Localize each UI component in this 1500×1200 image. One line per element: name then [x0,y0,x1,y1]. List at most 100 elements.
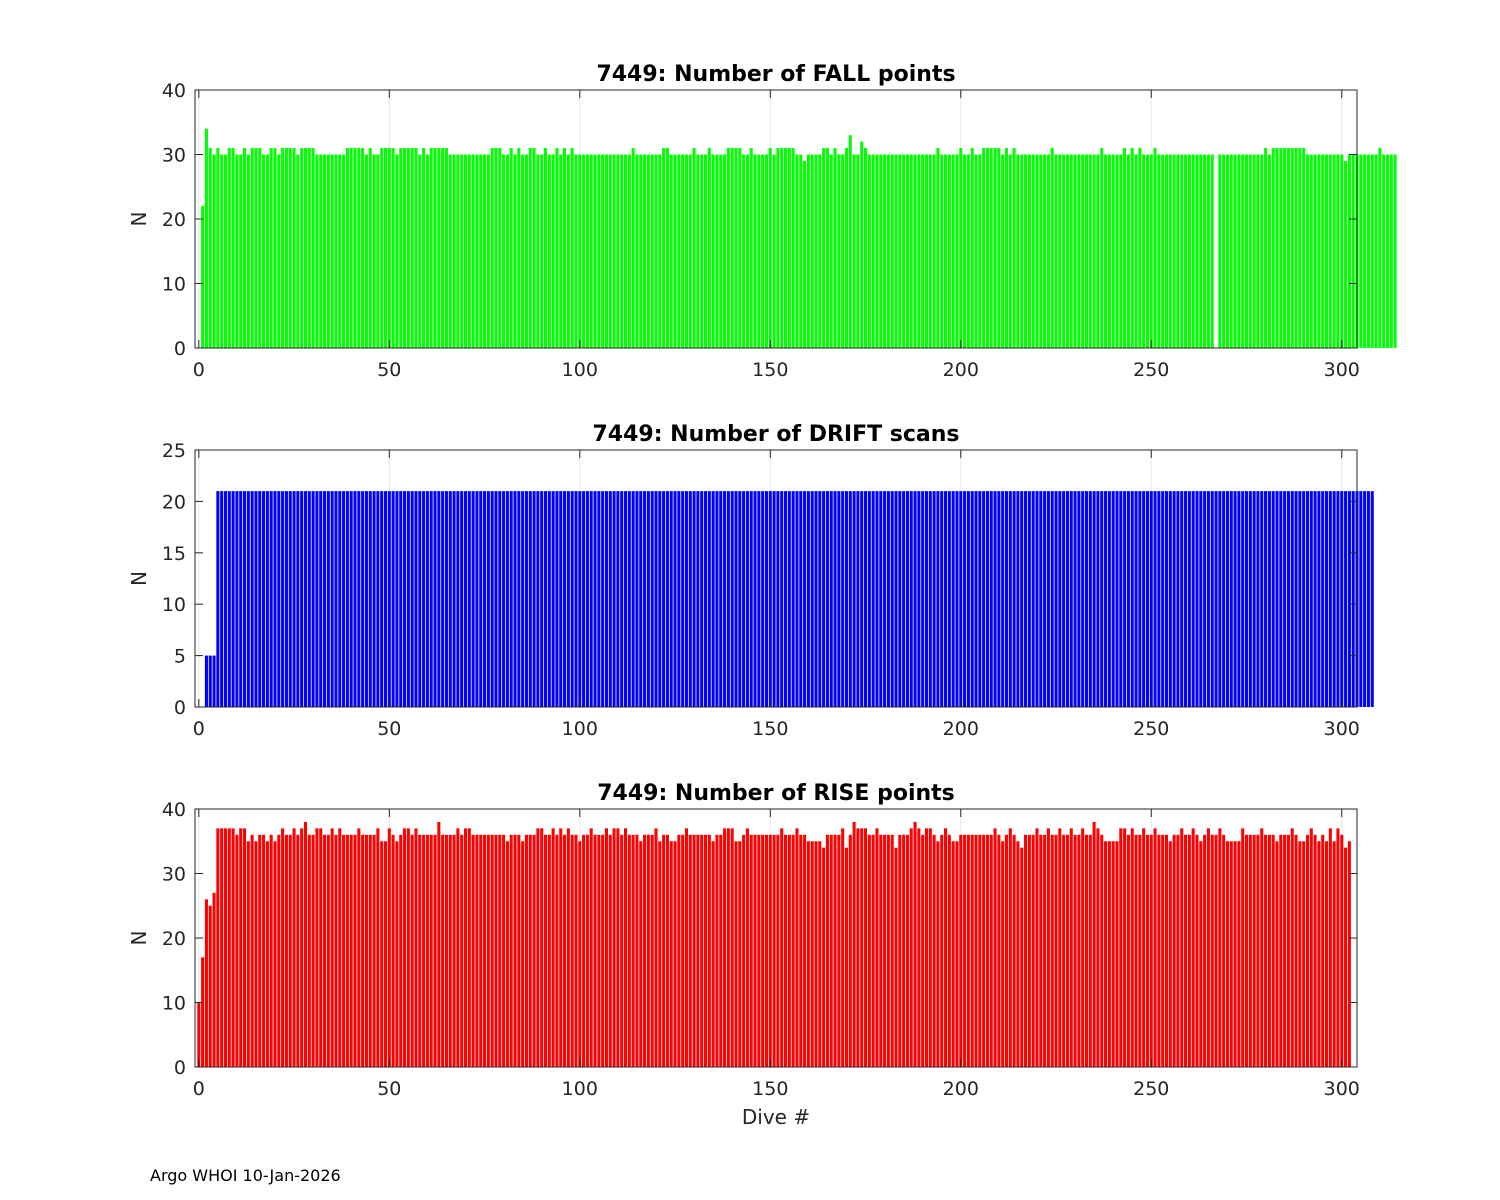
bar [936,148,940,348]
bar [1084,834,1089,1067]
bar [1024,154,1028,348]
bar [684,154,688,348]
bar [1119,491,1123,707]
bar [1031,834,1035,1067]
bar [1104,491,1108,707]
bar [547,834,551,1067]
bar [1332,841,1336,1067]
bar [944,154,948,348]
bar [1233,154,1237,348]
bar [391,834,395,1067]
bar [254,491,258,707]
bar [1184,154,1188,348]
bar [1012,148,1016,348]
bar [1145,154,1149,348]
bar [528,491,532,707]
bar [1123,148,1127,348]
bar [993,828,997,1067]
bar [296,834,300,1067]
bar [955,154,959,348]
bar [330,828,334,1067]
bar [1180,154,1184,348]
bar [993,491,997,707]
bar [410,834,414,1067]
bar [239,154,243,348]
bar [601,834,605,1067]
bar [296,491,300,707]
bar [574,154,578,348]
bar [361,834,365,1067]
bar [1168,841,1172,1067]
bar [1248,834,1252,1067]
bar [650,834,654,1067]
bar [536,491,540,707]
bar [818,841,822,1067]
bar [269,834,273,1067]
bar-series [201,128,1397,348]
bar [631,834,635,1067]
bar [1126,491,1130,707]
bar [791,834,795,1067]
bar [498,148,502,348]
bar [1286,491,1290,707]
bar [399,491,403,707]
bar [997,834,1001,1067]
bar [654,154,658,348]
bar [524,491,528,707]
bar [982,148,986,348]
bar [1050,491,1054,707]
bar [368,834,372,1067]
bar [1161,154,1165,348]
bar [825,834,829,1067]
bar [250,491,254,707]
bar [1325,491,1329,707]
bar [1210,154,1214,348]
bar [1119,828,1123,1067]
x-tick-label: 300 [1324,718,1360,740]
bar [1073,834,1077,1067]
bar [262,834,266,1067]
bar [486,154,490,348]
bar [460,834,464,1067]
bar [715,491,719,707]
bar [822,847,826,1067]
bar [1027,154,1031,348]
bar [810,154,814,348]
bar [208,655,212,707]
bar [570,834,574,1067]
bar [1195,491,1199,707]
y-tick-label: 0 [174,1057,186,1079]
bar [1092,821,1096,1067]
bar [1050,148,1054,348]
bar [300,828,304,1067]
bar [418,834,422,1067]
bar [1069,491,1073,707]
bar [1279,834,1283,1067]
bar [669,491,673,707]
bar [1142,154,1146,348]
bar [452,834,456,1067]
bar [1313,154,1317,348]
bar [989,148,993,348]
bar [235,834,239,1067]
bar [803,834,807,1067]
bar [1199,154,1203,348]
bar [726,828,730,1067]
bar [1081,491,1085,707]
bar [1111,491,1115,707]
bar [1237,841,1241,1067]
bar [970,834,974,1067]
bar [281,148,285,348]
bar [951,841,955,1067]
bar [536,154,540,348]
bar [551,828,555,1067]
bar [856,491,860,707]
x-tick-label: 100 [562,1078,598,1100]
bar [578,841,582,1067]
bar [494,148,498,348]
bar [403,828,407,1067]
bar [1107,154,1111,348]
bar [684,828,688,1067]
bar [300,148,304,348]
bar [463,828,468,1067]
